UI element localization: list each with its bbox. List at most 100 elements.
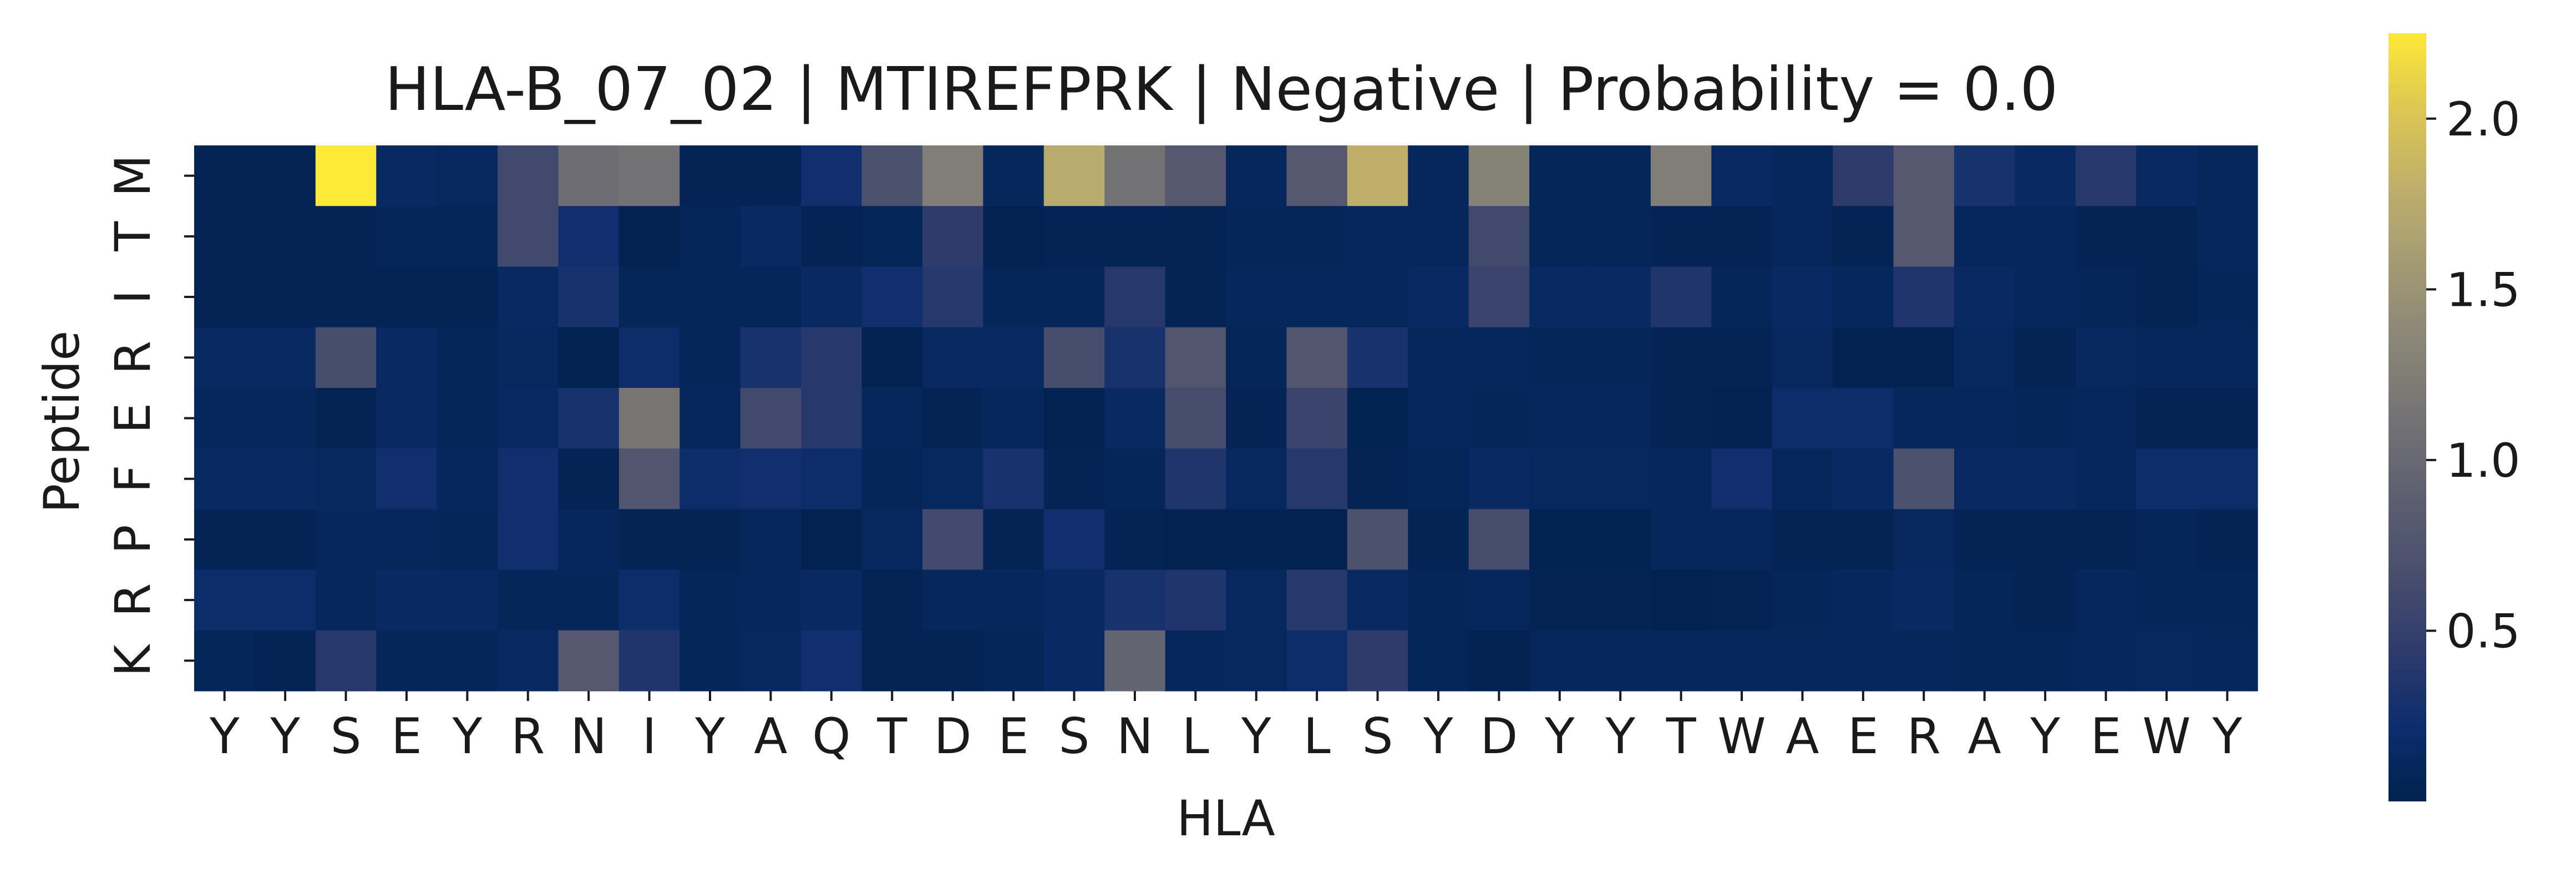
y-tick-label: M <box>104 155 161 197</box>
heatmap-cell <box>618 509 680 571</box>
heatmap-cell <box>861 569 923 631</box>
heatmap-cell <box>376 266 438 328</box>
heatmap-cell <box>1165 145 1226 206</box>
y-axis-ticks: MTIREFPRK <box>104 155 194 677</box>
heatmap-cell <box>1590 509 1651 571</box>
heatmap-cell <box>1226 569 1287 631</box>
heatmap-cell <box>1043 509 1105 571</box>
heatmap-cell <box>1468 145 1530 206</box>
heatmap-cell <box>1226 448 1287 509</box>
heatmap-cell <box>1529 327 1591 388</box>
heatmap-cell <box>1893 630 1955 692</box>
heatmap-cell <box>1165 630 1226 692</box>
heatmap-cell <box>315 327 377 388</box>
heatmap-cell <box>2075 266 2137 328</box>
heatmap-cell <box>680 206 741 268</box>
y-tick-label: I <box>104 290 161 304</box>
heatmap-cell <box>922 266 983 328</box>
heatmap-cell <box>255 266 316 328</box>
heatmap-cell <box>1833 206 1894 268</box>
heatmap-cell <box>498 145 559 206</box>
heatmap-cell <box>1650 448 1712 509</box>
heatmap-cell <box>194 387 256 449</box>
heatmap-cell <box>2015 327 2076 388</box>
heatmap-cell <box>255 387 316 449</box>
heatmap-cell <box>1650 145 1712 206</box>
x-tick-label: T <box>876 708 907 765</box>
heatmap-cell <box>1772 509 1833 571</box>
heatmap-cell <box>1954 266 2015 328</box>
heatmap-cell <box>1468 509 1530 571</box>
heatmap-cell <box>1833 327 1894 388</box>
x-tick-label: Y <box>694 708 725 765</box>
heatmap-cell <box>1590 206 1651 268</box>
heatmap-cell <box>740 509 802 571</box>
heatmap-cell <box>2075 569 2137 631</box>
heatmap-cell <box>1772 448 1833 509</box>
heatmap-cell <box>376 569 438 631</box>
heatmap-cell <box>1650 509 1712 571</box>
heatmap-cell <box>315 509 377 571</box>
chart-title: HLA-B_07_02 | MTIREFPRK | Negative | Pro… <box>385 55 2058 124</box>
heatmap-cell <box>498 448 559 509</box>
heatmap-cell <box>1104 266 1166 328</box>
x-tick-label: Y <box>209 708 240 765</box>
heatmap-cell <box>1408 206 1469 268</box>
heatmap-cell <box>255 145 316 206</box>
x-tick-label: T <box>1666 708 1697 765</box>
heatmap-cell <box>2015 145 2076 206</box>
heatmap-cell <box>1226 387 1287 449</box>
heatmap-cell <box>194 509 256 571</box>
heatmap-cell <box>376 145 438 206</box>
heatmap-cell <box>861 145 923 206</box>
heatmap-cell <box>1650 569 1712 631</box>
heatmap-cell <box>1893 569 1955 631</box>
heatmap-cell <box>618 206 680 268</box>
x-tick-label: Y <box>1544 708 1575 765</box>
heatmap-cell <box>801 145 863 206</box>
heatmap-cell <box>2075 630 2137 692</box>
heatmap-cell <box>1954 387 2015 449</box>
heatmap-cell <box>680 448 741 509</box>
heatmap-cell <box>376 630 438 692</box>
colorbar-ticks: 0.5 1.0 1.5 2.0 <box>2426 92 2521 658</box>
colorbar-tick-label: 1.0 <box>2446 433 2521 488</box>
heatmap-cell <box>1165 387 1226 449</box>
heatmap-cell <box>1226 509 1287 571</box>
heatmap-cell <box>983 266 1044 328</box>
x-tick-label: S <box>1059 708 1090 765</box>
heatmap-cell <box>2136 387 2198 449</box>
heatmap-cell <box>801 327 863 388</box>
x-tick-label: D <box>1480 708 1518 765</box>
heatmap-cell <box>1833 509 1894 571</box>
heatmap-cell <box>1833 569 1894 631</box>
heatmap-cell <box>498 509 559 571</box>
heatmap-cell <box>2015 206 2076 268</box>
heatmap-cell <box>1772 327 1833 388</box>
heatmap-cell <box>498 569 559 631</box>
heatmap-cell <box>922 569 983 631</box>
heatmap-cell <box>1286 569 1348 631</box>
heatmap-cell <box>1529 145 1591 206</box>
heatmap-cell <box>1286 327 1348 388</box>
heatmap-cell <box>2015 569 2076 631</box>
heatmap-cell <box>1590 448 1651 509</box>
colorbar-tick-label: 2.0 <box>2446 92 2521 147</box>
heatmap-cell <box>1347 266 1408 328</box>
x-tick-label: I <box>642 708 657 765</box>
heatmap-cell <box>983 206 1044 268</box>
colorbar <box>2389 33 2426 801</box>
heatmap-cell <box>801 630 863 692</box>
heatmap-cell <box>618 327 680 388</box>
heatmap-cell <box>1226 327 1287 388</box>
heatmap-cell <box>558 327 620 388</box>
heatmap-cell <box>1711 266 1773 328</box>
heatmap-cell <box>255 327 316 388</box>
heatmap-cell <box>376 206 438 268</box>
heatmap-cell <box>2015 448 2076 509</box>
heatmap-cell <box>1893 206 1955 268</box>
heatmap-cell <box>1590 145 1651 206</box>
heatmap-cell <box>1954 327 2015 388</box>
heatmap-cell <box>1286 145 1348 206</box>
heatmap-cell <box>801 509 863 571</box>
